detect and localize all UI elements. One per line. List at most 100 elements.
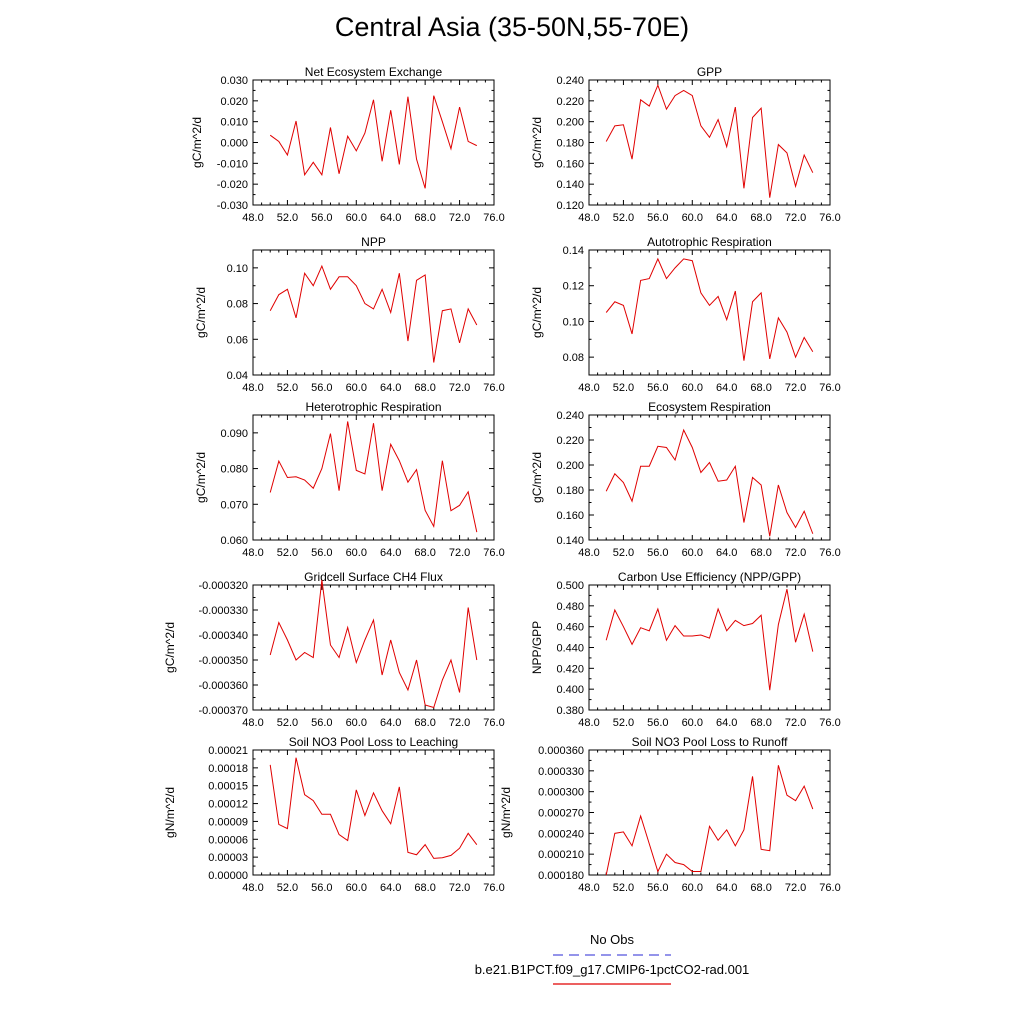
y-axis-label: gN/m^2/d [163, 787, 177, 838]
x-tick-label: 56.0 [311, 882, 332, 894]
y-tick-label: 0.240 [556, 75, 584, 87]
panel-title: Heterotrophic Respiration [305, 400, 441, 414]
x-tick-label: 76.0 [483, 547, 504, 559]
x-tick-label: 64.0 [380, 382, 401, 394]
x-tick-label: 64.0 [380, 547, 401, 559]
x-tick-label: 48.0 [578, 212, 599, 224]
y-tick-label: 0.000180 [538, 870, 584, 882]
y-tick-label: 0.180 [556, 138, 584, 150]
x-tick-label: 72.0 [449, 212, 470, 224]
y-tick-label: 0.000330 [538, 766, 584, 778]
y-tick-label: 0.160 [556, 510, 584, 522]
y-tick-label: 0.00018 [208, 763, 248, 775]
panel-title: Autotrophic Respiration [647, 235, 772, 249]
y-tick-label: 0.460 [556, 622, 584, 634]
y-axis-label: gN/m^2/d [499, 787, 513, 838]
plot-frame [252, 79, 495, 206]
panel-title: Ecosystem Respiration [648, 400, 771, 414]
y-tick-label: 0.12 [563, 281, 584, 293]
plot-frame [588, 79, 831, 206]
x-tick-label: 72.0 [785, 212, 806, 224]
panel-title: Soil NO3 Pool Loss to Runoff [632, 735, 789, 749]
y-tick-label: 0.090 [220, 428, 248, 440]
x-tick-label: 52.0 [613, 882, 634, 894]
y-tick-label: 0.020 [220, 96, 248, 108]
y-tick-label: 0.00006 [208, 834, 248, 846]
chart-panel: Soil NO3 Pool Loss to Leaching gN/m^2/d 48… [163, 735, 505, 894]
x-tick-label: 48.0 [242, 882, 263, 894]
y-tick-label: -0.000370 [198, 705, 248, 717]
x-tick-label: 56.0 [647, 882, 668, 894]
chart-panel: Carbon Use Efficiency (NPP/GPP) NPP/GPP 48… [530, 570, 841, 729]
series-line [269, 757, 478, 859]
y-tick-label: -0.010 [217, 158, 248, 170]
y-axis-label: gC/m^2/d [530, 117, 544, 168]
y-tick-label: -0.000320 [198, 580, 248, 592]
x-tick-label: 56.0 [647, 382, 668, 394]
panel-title: NPP [361, 235, 386, 249]
x-tick-label: 52.0 [277, 382, 298, 394]
legend-obs-label: No Obs [589, 932, 635, 947]
x-tick-label: 76.0 [483, 212, 504, 224]
x-tick-label: 68.0 [414, 212, 435, 224]
y-tick-label: -0.000360 [198, 680, 248, 692]
y-axis-label: gC/m^2/d [530, 452, 544, 503]
x-tick-label: 72.0 [785, 717, 806, 729]
y-tick-label: 0.070 [220, 499, 248, 511]
chart-panel: Soil NO3 Pool Loss to Runoff gN/m^2/d 48.0… [499, 735, 841, 894]
x-tick-label: 56.0 [311, 717, 332, 729]
y-tick-label: -0.020 [217, 179, 248, 191]
page-title: Central Asia (35-50N,55-70E) [334, 12, 690, 42]
chart-panel: Ecosystem Respiration gC/m^2/d 48.0 52.0 56.… [530, 400, 841, 559]
x-tick-label: 64.0 [380, 717, 401, 729]
chart-panel: Gridcell Surface CH4 Flux gC/m^2/d 48.0 52.… [163, 570, 505, 729]
plot-frame [588, 584, 831, 711]
y-tick-label: 0.160 [556, 158, 584, 170]
x-tick-label: 60.0 [682, 212, 703, 224]
x-tick-label: 76.0 [819, 547, 840, 559]
y-tick-label: 0.10 [227, 263, 248, 275]
x-tick-label: 76.0 [483, 882, 504, 894]
x-tick-label: 76.0 [483, 382, 504, 394]
x-tick-label: 64.0 [716, 717, 737, 729]
y-axis-label: gC/m^2/d [530, 287, 544, 338]
series-line [269, 579, 478, 709]
x-tick-label: 72.0 [785, 382, 806, 394]
x-tick-label: 48.0 [578, 717, 599, 729]
x-tick-label: 52.0 [277, 882, 298, 894]
x-tick-label: 56.0 [647, 212, 668, 224]
x-tick-label: 60.0 [346, 882, 367, 894]
x-tick-label: 52.0 [613, 382, 634, 394]
x-tick-label: 64.0 [716, 382, 737, 394]
y-axis-label: NPP/GPP [530, 621, 544, 674]
x-tick-label: 56.0 [311, 382, 332, 394]
x-tick-label: 68.0 [750, 547, 771, 559]
x-tick-label: 72.0 [785, 547, 806, 559]
x-tick-label: 76.0 [819, 882, 840, 894]
x-tick-label: 72.0 [449, 882, 470, 894]
x-tick-label: 56.0 [311, 212, 332, 224]
y-tick-label: 0.14 [563, 245, 584, 257]
x-tick-label: 48.0 [578, 547, 599, 559]
x-tick-label: 60.0 [346, 212, 367, 224]
x-tick-label: 48.0 [242, 717, 263, 729]
y-tick-label: 0.200 [556, 460, 584, 472]
x-tick-label: 72.0 [449, 717, 470, 729]
y-tick-label: -0.000330 [198, 605, 248, 617]
x-tick-label: 76.0 [819, 382, 840, 394]
plot-frame [588, 414, 831, 541]
y-tick-label: 0.04 [227, 370, 248, 382]
x-tick-label: 48.0 [242, 547, 263, 559]
x-tick-label: 52.0 [277, 212, 298, 224]
x-tick-label: 64.0 [716, 882, 737, 894]
y-tick-label: 0.00000 [208, 870, 248, 882]
x-tick-label: 64.0 [716, 212, 737, 224]
plot-frame [588, 749, 831, 876]
panel-title: Soil NO3 Pool Loss to Leaching [289, 735, 458, 749]
y-tick-label: 0.08 [563, 352, 584, 364]
x-tick-label: 76.0 [483, 717, 504, 729]
x-tick-label: 76.0 [819, 212, 840, 224]
y-tick-label: -0.000340 [198, 630, 248, 642]
y-tick-label: 0.06 [227, 334, 248, 346]
x-tick-label: 52.0 [613, 717, 634, 729]
